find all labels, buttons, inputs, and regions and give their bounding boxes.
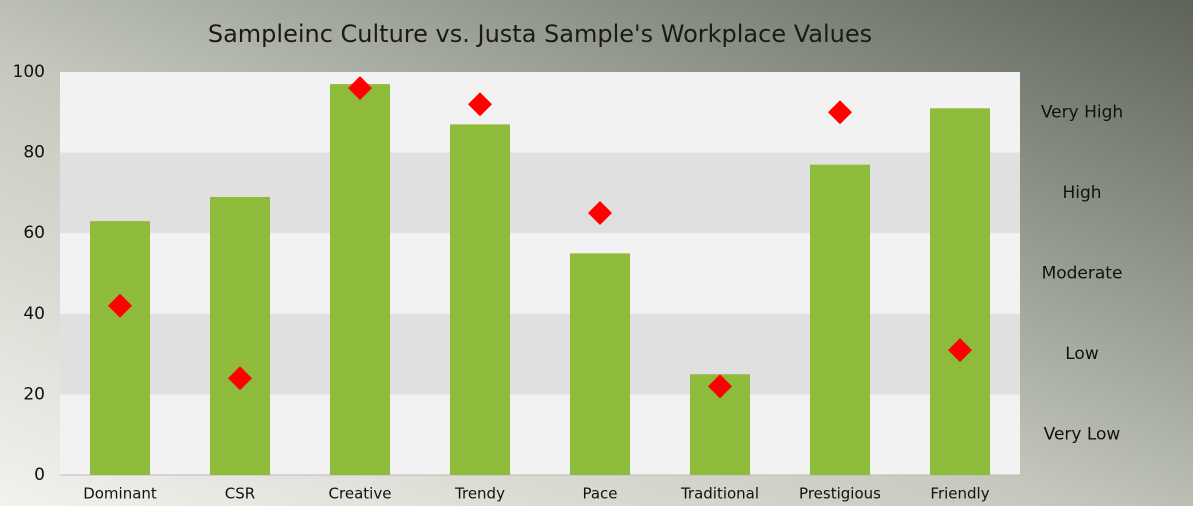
x-tick-label: Friendly xyxy=(930,485,989,503)
x-tick-label: Trendy xyxy=(454,485,505,503)
diamond-marker xyxy=(948,338,972,363)
diamond-marker xyxy=(588,201,612,226)
y2-tick-label: Very High xyxy=(1041,102,1123,122)
y2-tick-label: Low xyxy=(1065,344,1099,364)
band xyxy=(60,313,1020,395)
x-tick-label: Traditional xyxy=(680,485,759,503)
y2-tick-label: Moderate xyxy=(1042,264,1123,284)
y2-tick-label: High xyxy=(1062,183,1101,203)
y-tick-label: 40 xyxy=(23,304,45,324)
diamond-marker xyxy=(708,374,732,399)
x-tick-label: Prestigious xyxy=(799,485,881,503)
y-tick-label: 100 xyxy=(13,62,45,82)
diamond-marker xyxy=(348,76,372,101)
band xyxy=(60,152,1020,234)
diamond-marker xyxy=(468,92,492,117)
y2-tick-label: Very Low xyxy=(1044,425,1121,445)
y-tick-label: 60 xyxy=(23,223,45,243)
chart-title: Sampleinc Culture vs. Justa Sample's Wor… xyxy=(208,20,872,48)
x-tick-label: CSR xyxy=(225,485,255,503)
y-tick-label: 20 xyxy=(23,384,45,404)
bar xyxy=(210,196,270,475)
y-tick-label: 80 xyxy=(23,143,45,163)
bar xyxy=(90,221,150,475)
x-tick-label: Pace xyxy=(582,485,617,503)
x-tick-label: Creative xyxy=(329,485,392,503)
diamond-marker xyxy=(828,100,852,125)
diamond-marker xyxy=(228,366,252,391)
plot-area xyxy=(60,72,1020,475)
bar xyxy=(330,84,390,475)
bar xyxy=(930,108,990,476)
bar xyxy=(450,124,510,475)
y-tick-label: 0 xyxy=(34,465,45,485)
bar xyxy=(570,253,630,475)
diamond-marker xyxy=(108,293,132,318)
bar xyxy=(810,164,870,475)
x-tick-label: Dominant xyxy=(83,485,157,503)
